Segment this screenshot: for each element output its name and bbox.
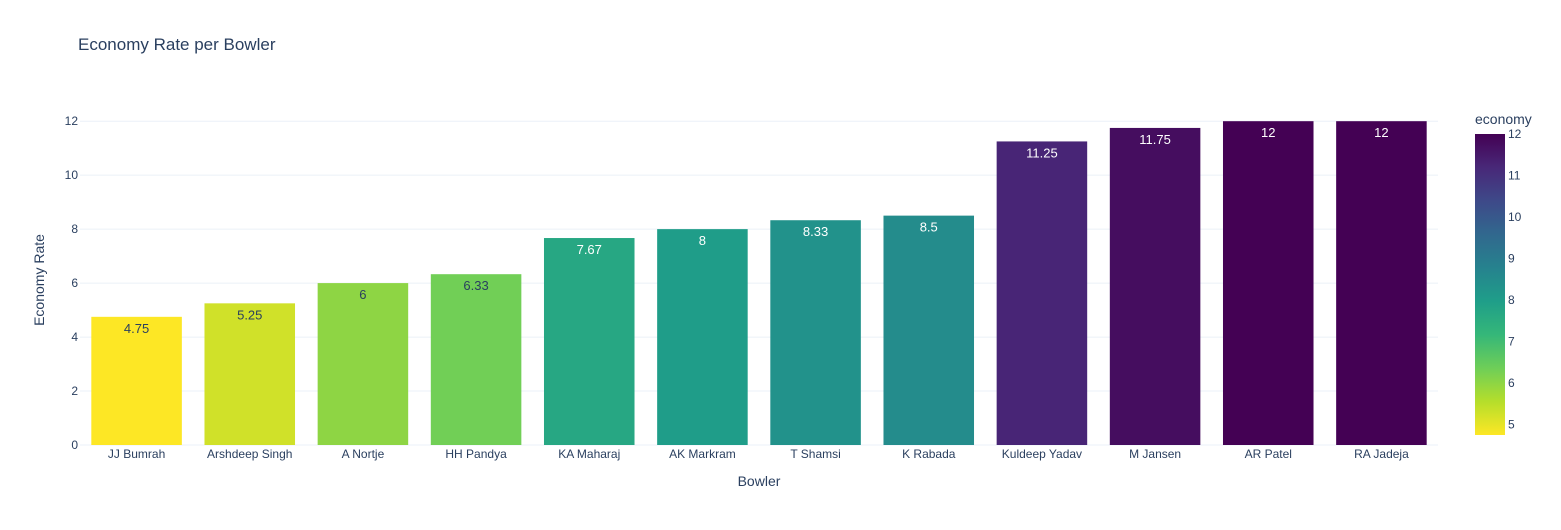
colorbar-tick-layer: 5 6 7 8 9 10 11 12 [1508, 127, 1522, 432]
colorbar-tick-label: 10 [1508, 210, 1522, 224]
colorbar-tick-label: 9 [1508, 252, 1515, 266]
bar[interactable] [657, 229, 748, 445]
colorbar-tick-label: 5 [1508, 418, 1515, 432]
y-tick-label: 4 [71, 330, 78, 344]
y-tick-label: 12 [65, 114, 79, 128]
x-tick-label: Kuldeep Yadav [1002, 447, 1082, 461]
bar-value-label: 5.25 [237, 307, 262, 322]
x-tick-label: JJ Bumrah [108, 447, 165, 461]
bar[interactable] [1336, 121, 1427, 445]
bar-layer [91, 121, 1427, 445]
bar-value-label: 8.5 [920, 220, 938, 235]
bar-value-label: 8.33 [803, 224, 828, 239]
bar[interactable] [883, 215, 975, 445]
colorbar-title: economy [1475, 111, 1532, 127]
x-tick-label: Arshdeep Singh [207, 447, 292, 461]
y-tick-label: 8 [71, 222, 78, 236]
bar[interactable] [430, 274, 522, 445]
bar-value-label: 12 [1261, 125, 1275, 140]
y-tick-label: 2 [71, 384, 78, 398]
x-tick-label: HH Pandya [445, 447, 507, 461]
colorbar-tick-label: 7 [1508, 335, 1515, 349]
grid-layer [80, 120, 1438, 446]
bar-value-label: 11.25 [1026, 145, 1058, 160]
x-tick-label: A Nortje [342, 447, 385, 461]
colorbar-tick-label: 11 [1508, 169, 1521, 183]
bar-value-label: 11.75 [1139, 132, 1171, 147]
bar[interactable] [317, 283, 409, 445]
x-tick-label: AR Patel [1245, 447, 1292, 461]
bar[interactable] [543, 238, 635, 445]
x-tick-label: AK Markram [669, 447, 736, 461]
y-axis-label: Economy Rate [31, 234, 47, 326]
colorbar: economy 5 6 7 8 9 10 11 12 [1475, 111, 1532, 435]
bar[interactable] [1109, 127, 1201, 445]
colorbar-tick-label: 12 [1508, 127, 1522, 141]
bar-value-label: 6 [359, 287, 366, 302]
bar-value-label: 4.75 [124, 321, 149, 336]
x-tick-label: M Jansen [1129, 447, 1181, 461]
x-tick-label: T Shamsi [790, 447, 840, 461]
x-tick-label: RA Jadeja [1354, 447, 1409, 461]
colorbar-gradient [1475, 134, 1505, 435]
bar-value-label: 12 [1374, 125, 1388, 140]
x-tick-label: KA Maharaj [558, 447, 620, 461]
bar[interactable] [770, 220, 861, 445]
colorbar-tick-label: 8 [1508, 293, 1515, 307]
bar-value-label: 8 [699, 233, 706, 248]
x-axis-label: Bowler [738, 473, 781, 489]
value-label-layer: 4.75 5.25 6 6.33 7.67 8 8.33 8.5 11.25 11.75 12 12 [124, 125, 1389, 336]
bar[interactable] [996, 141, 1088, 445]
x-tick-label: K Rabada [902, 447, 956, 461]
bar-value-label: 7.67 [577, 242, 602, 257]
x-tick-layer: JJ Bumrah Arshdeep Singh A Nortje HH Pandya… [108, 447, 1409, 461]
bar-value-label: 6.33 [463, 278, 488, 293]
y-tick-layer: 0 2 4 6 8 10 12 [65, 114, 79, 452]
y-tick-label: 6 [71, 276, 78, 290]
chart-title: Economy Rate per Bowler [78, 35, 276, 54]
bar[interactable] [91, 316, 182, 445]
colorbar-tick-label: 6 [1508, 376, 1515, 390]
bar[interactable] [1222, 121, 1314, 445]
bar[interactable] [204, 303, 296, 445]
y-tick-label: 0 [71, 438, 78, 452]
y-tick-label: 10 [65, 168, 79, 182]
